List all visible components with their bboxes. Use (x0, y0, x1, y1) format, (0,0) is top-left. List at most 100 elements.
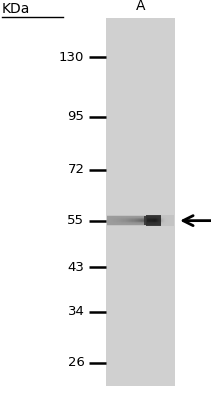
Bar (119, 216, 120, 217)
Bar (121, 221, 122, 222)
Bar (162, 224, 163, 225)
Bar (134, 222, 135, 223)
Bar (148, 217, 149, 218)
Bar (119, 217, 120, 218)
Bar (121, 216, 122, 217)
Bar (127, 222, 128, 223)
Bar (143, 219, 144, 220)
Bar (112, 223, 113, 224)
Bar (136, 220, 137, 221)
Bar (122, 216, 123, 217)
Bar (133, 217, 134, 218)
Bar (146, 219, 147, 220)
Bar (128, 219, 129, 220)
Bar (170, 218, 171, 219)
Bar (138, 216, 139, 217)
Bar (130, 223, 131, 224)
Bar (111, 219, 112, 220)
Bar (120, 223, 121, 224)
Bar (141, 222, 143, 223)
Bar (129, 219, 130, 220)
Bar (122, 224, 123, 225)
Bar (163, 221, 164, 222)
Bar (136, 223, 137, 224)
Bar (154, 220, 155, 221)
Bar (166, 217, 167, 218)
Bar (144, 219, 145, 220)
Bar (144, 216, 147, 225)
Bar (166, 220, 167, 221)
Bar (111, 222, 112, 223)
Bar (154, 219, 155, 220)
Bar (136, 218, 137, 219)
Bar (171, 223, 172, 224)
Bar (155, 216, 156, 217)
Bar (110, 224, 111, 225)
Bar (141, 220, 143, 221)
Bar (127, 217, 128, 218)
Bar (173, 224, 174, 225)
Bar (121, 220, 122, 221)
Bar (163, 223, 164, 224)
Bar (119, 224, 120, 225)
Text: 130: 130 (59, 51, 84, 64)
Bar (167, 224, 168, 225)
Bar (165, 222, 166, 223)
Bar (167, 217, 168, 218)
Bar (163, 219, 164, 220)
Bar (130, 221, 131, 222)
Bar (147, 224, 148, 225)
Bar (170, 217, 171, 218)
Bar (113, 219, 114, 220)
Bar (136, 221, 137, 222)
Bar (160, 219, 161, 220)
Bar (165, 217, 166, 218)
Bar (143, 222, 144, 223)
Bar (163, 218, 164, 219)
Bar (149, 217, 150, 218)
Bar (172, 223, 173, 224)
Text: 72: 72 (67, 163, 84, 176)
Bar (129, 216, 130, 217)
Bar (113, 223, 114, 224)
Bar (127, 221, 128, 222)
Bar (143, 216, 144, 217)
Bar (161, 220, 162, 221)
Bar (170, 223, 171, 224)
Bar (114, 218, 116, 219)
Bar (147, 220, 148, 221)
Bar (141, 221, 143, 222)
Bar (173, 216, 174, 217)
Bar (127, 223, 128, 224)
Bar (137, 224, 138, 225)
Bar (156, 219, 157, 220)
Bar (116, 221, 117, 222)
Bar (148, 222, 149, 223)
Bar (108, 223, 109, 224)
Bar (158, 223, 160, 224)
Bar (164, 216, 165, 217)
Bar (124, 220, 126, 221)
Bar (167, 219, 168, 220)
Bar (135, 219, 136, 220)
Bar (153, 218, 154, 219)
Bar (162, 222, 163, 223)
Bar (163, 216, 164, 217)
Bar (133, 221, 134, 222)
Bar (140, 216, 141, 217)
Bar (145, 216, 146, 217)
Bar (130, 224, 131, 225)
Bar (147, 221, 148, 222)
Bar (109, 224, 110, 225)
Bar (148, 223, 149, 224)
Bar (155, 219, 156, 220)
Bar (166, 218, 167, 219)
Bar (109, 221, 110, 222)
Bar (110, 219, 111, 220)
Bar (139, 220, 140, 221)
Bar (118, 221, 119, 222)
Bar (140, 224, 141, 225)
Bar (146, 217, 147, 218)
Bar (167, 222, 168, 223)
Bar (131, 217, 133, 218)
